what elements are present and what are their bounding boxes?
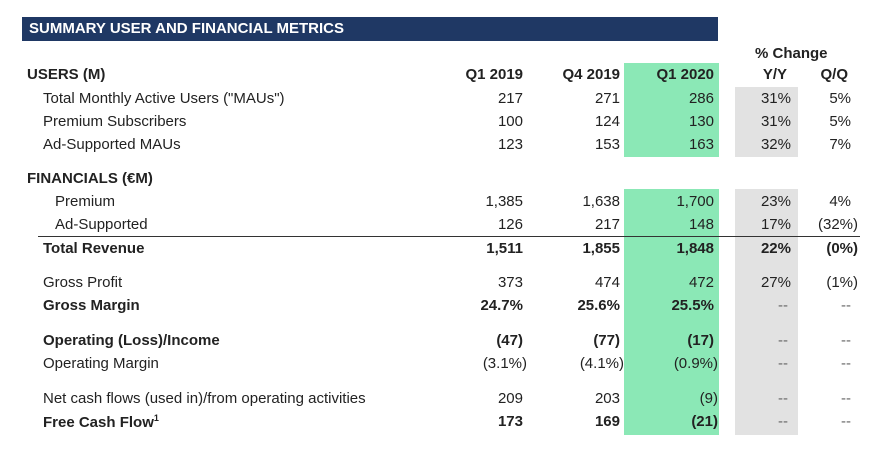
users-section-header: USERS (M) — [27, 66, 106, 83]
cell-q4-2019: 1,855 — [582, 240, 620, 257]
cell-q1-2019: 173 — [497, 413, 523, 430]
row-label: Ad-Supported — [55, 216, 148, 233]
row-label-text: Free Cash Flow — [43, 414, 154, 431]
cell-q1-2019: 217 — [497, 90, 523, 107]
cell-qq: -- — [841, 297, 851, 314]
row-label: Operating Margin — [43, 355, 159, 372]
cell-q1-2019: 1,511 — [486, 240, 523, 257]
cell-q1-2020: (21) — [691, 413, 718, 430]
cell-q1-2020: (9) — [699, 390, 718, 407]
row-label: Free Cash Flow1 — [43, 413, 159, 431]
cell-yy: 27% — [760, 274, 791, 291]
footnote-marker: 1 — [153, 413, 159, 423]
cell-q1-2020: 130 — [688, 113, 714, 130]
cell-q1-2020: 286 — [688, 90, 714, 107]
cell-q4-2019: 217 — [594, 216, 620, 233]
cell-q4-2019: 203 — [594, 390, 620, 407]
cell-q1-2019: 1,385 — [485, 193, 523, 210]
cell-qq: 5% — [829, 90, 851, 107]
row-label: Gross Profit — [43, 274, 123, 291]
row-label: Total Revenue — [43, 240, 145, 257]
q1-2020-highlight-users — [624, 63, 719, 157]
row-label: Operating (Loss)/Income — [43, 332, 220, 349]
row-label: Premium Subscribers — [43, 113, 187, 130]
cell-q4-2019: 124 — [594, 113, 620, 130]
column-header-yy: Y/Y — [762, 66, 787, 83]
cell-q4-2019: 474 — [594, 274, 620, 291]
cell-yy: 31% — [760, 113, 791, 130]
cell-qq: 4% — [829, 193, 851, 210]
cell-q1-2019: (47) — [496, 332, 523, 349]
cell-q1-2019: 209 — [497, 390, 523, 407]
cell-q1-2020: (0.9%) — [673, 355, 718, 372]
cell-qq: -- — [841, 413, 851, 430]
cell-q1-2020: 25.5% — [671, 297, 714, 314]
cell-q1-2019: 373 — [497, 274, 523, 291]
cell-qq: (0%) — [826, 240, 858, 257]
total-revenue-rule — [38, 236, 860, 237]
cell-q4-2019: 25.6% — [577, 297, 620, 314]
cell-q1-2020: (17) — [687, 332, 714, 349]
cell-yy: 31% — [760, 90, 791, 107]
cell-qq: -- — [841, 390, 851, 407]
cell-yy: -- — [778, 332, 788, 349]
cell-qq: -- — [841, 332, 851, 349]
row-label: Ad-Supported MAUs — [43, 136, 181, 153]
column-header-q1-2020: Q1 2020 — [656, 66, 714, 83]
table-title-banner: SUMMARY USER AND FINANCIAL METRICS — [22, 17, 718, 41]
cell-qq: (1%) — [826, 274, 858, 291]
cell-q1-2019: (3.1%) — [482, 355, 527, 372]
cell-qq: 7% — [829, 136, 851, 153]
cell-q4-2019: (4.1%) — [579, 355, 624, 372]
financials-section-header: FINANCIALS (€M) — [27, 170, 153, 187]
cell-yy: -- — [778, 413, 788, 430]
cell-qq: 5% — [829, 113, 851, 130]
cell-q4-2019: 271 — [594, 90, 620, 107]
cell-q4-2019: 1,638 — [582, 193, 620, 210]
column-header-q1-2019: Q1 2019 — [465, 66, 523, 83]
column-header-q4-2019: Q4 2019 — [562, 66, 620, 83]
cell-q4-2019: 153 — [594, 136, 620, 153]
cell-q1-2020: 148 — [688, 216, 714, 233]
cell-q1-2019: 100 — [497, 113, 523, 130]
cell-q1-2020: 1,848 — [676, 240, 714, 257]
cell-yy: 23% — [760, 193, 791, 210]
cell-q4-2019: 169 — [594, 413, 620, 430]
column-header-qq: Q/Q — [820, 66, 848, 83]
cell-qq: -- — [841, 355, 851, 372]
cell-q1-2020: 1,700 — [676, 193, 714, 210]
cell-yy: -- — [778, 390, 788, 407]
cell-q1-2019: 24.7% — [480, 297, 523, 314]
cell-yy: -- — [778, 355, 788, 372]
row-label: Net cash flows (used in)/from operating … — [43, 390, 366, 407]
cell-yy: -- — [778, 297, 788, 314]
yoy-highlight-users — [735, 87, 798, 157]
yoy-highlight-financials — [735, 189, 798, 435]
row-label: Gross Margin — [43, 297, 140, 314]
cell-q1-2020: 163 — [688, 136, 714, 153]
cell-yy: 17% — [760, 216, 791, 233]
cell-q1-2020: 472 — [688, 274, 714, 291]
pct-change-label: % Change — [755, 45, 828, 62]
cell-q1-2019: 123 — [497, 136, 523, 153]
cell-qq: (32%) — [817, 216, 858, 233]
cell-q1-2019: 126 — [497, 216, 523, 233]
row-label: Total Monthly Active Users ("MAUs") — [43, 90, 285, 107]
cell-yy: 32% — [760, 136, 791, 153]
q1-2020-highlight-financials — [624, 189, 719, 435]
cell-yy: 22% — [760, 240, 791, 257]
cell-q4-2019: (77) — [593, 332, 620, 349]
row-label: Premium — [55, 193, 116, 210]
